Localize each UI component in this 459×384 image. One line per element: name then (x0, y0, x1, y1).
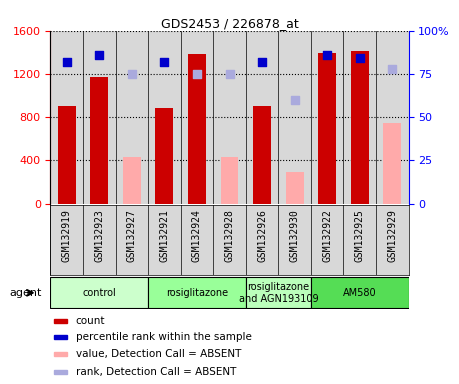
Text: control: control (83, 288, 116, 298)
Bar (221, 157, 239, 204)
Point (389, 66, 396, 72)
Bar (54, 335, 67, 339)
Text: rosiglitazone: rosiglitazone (166, 288, 228, 298)
FancyBboxPatch shape (311, 277, 409, 308)
Bar (343, 31, 376, 204)
Text: count: count (76, 316, 105, 326)
Text: GSM132925: GSM132925 (355, 209, 365, 262)
Point (356, 55, 364, 61)
Text: GSM132929: GSM132929 (387, 209, 397, 262)
Bar (188, 55, 206, 204)
Bar (54, 352, 67, 356)
Bar (351, 51, 369, 204)
Text: GSM132924: GSM132924 (192, 209, 202, 262)
Bar (148, 31, 181, 204)
Bar (253, 106, 271, 204)
Text: percentile rank within the sample: percentile rank within the sample (76, 332, 252, 342)
Bar (246, 31, 278, 204)
Point (258, 59, 266, 65)
Bar (54, 319, 67, 323)
Point (193, 71, 201, 77)
Point (226, 71, 233, 77)
Point (291, 97, 298, 103)
Bar (54, 370, 67, 374)
Bar (116, 31, 148, 204)
Text: rank, Detection Call = ABSENT: rank, Detection Call = ABSENT (76, 367, 236, 377)
FancyBboxPatch shape (50, 277, 148, 308)
Text: value, Detection Call = ABSENT: value, Detection Call = ABSENT (76, 349, 241, 359)
Point (128, 71, 135, 77)
Text: AM580: AM580 (343, 288, 376, 298)
Text: GSM132923: GSM132923 (94, 209, 104, 262)
Bar (181, 31, 213, 204)
Bar (285, 172, 303, 204)
Point (63, 59, 70, 65)
Text: GSM132927: GSM132927 (127, 209, 137, 262)
Bar (156, 108, 174, 204)
Bar (318, 53, 336, 204)
Bar (311, 31, 343, 204)
Bar (213, 31, 246, 204)
Text: GSM132926: GSM132926 (257, 209, 267, 262)
Text: GSM132921: GSM132921 (159, 209, 169, 262)
Bar (90, 77, 108, 204)
Bar (383, 122, 401, 204)
Bar (58, 106, 76, 204)
Text: agent: agent (9, 288, 42, 298)
Bar (123, 157, 141, 204)
FancyBboxPatch shape (246, 277, 311, 308)
FancyBboxPatch shape (148, 277, 246, 308)
Text: GSM132922: GSM132922 (322, 209, 332, 262)
Point (95, 52, 103, 58)
Text: rosiglitazone
and AGN193109: rosiglitazone and AGN193109 (239, 282, 318, 304)
Point (324, 52, 331, 58)
Bar (278, 31, 311, 204)
Text: GSM132919: GSM132919 (62, 209, 72, 262)
Text: GSM132930: GSM132930 (290, 209, 300, 262)
Title: GDS2453 / 226878_at: GDS2453 / 226878_at (161, 17, 298, 30)
Bar (83, 31, 116, 204)
Bar (376, 31, 409, 204)
Point (161, 59, 168, 65)
Text: GSM132928: GSM132928 (224, 209, 235, 262)
Bar (50, 31, 83, 204)
